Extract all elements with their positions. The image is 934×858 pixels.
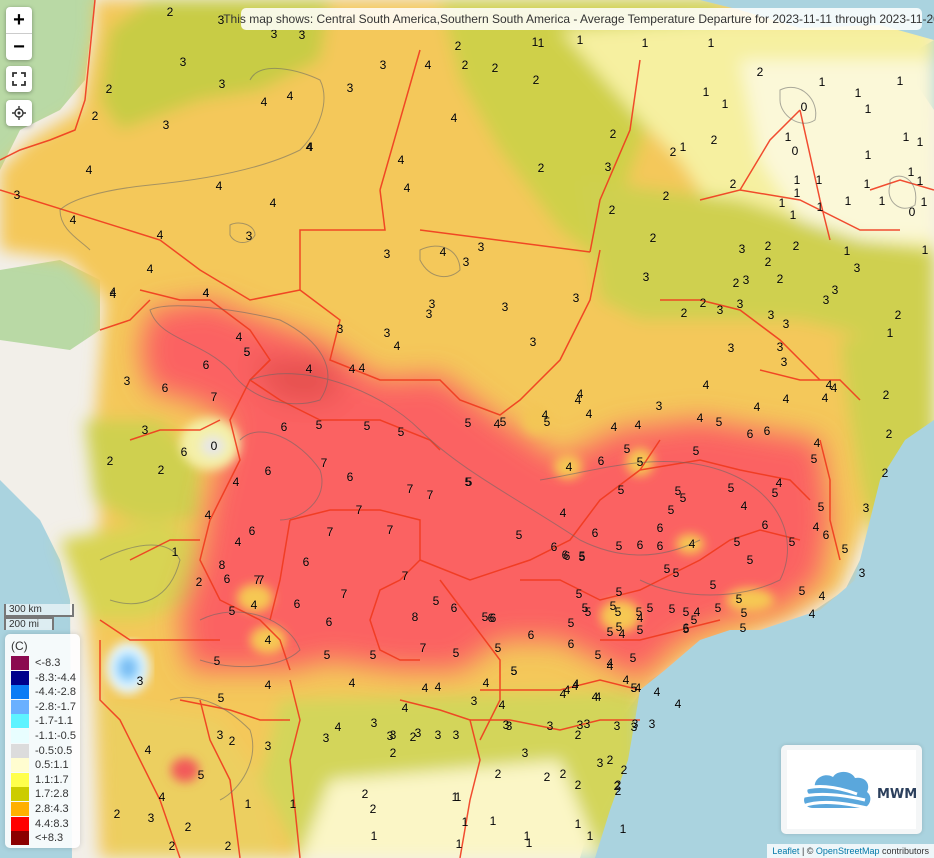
legend-swatch <box>11 772 29 787</box>
legend-item: -2.8:-1.7 <box>11 699 76 714</box>
mwm-logo: MWM <box>787 750 918 829</box>
legend-item: -1.1:-0.5 <box>11 729 76 743</box>
locate-icon <box>12 106 26 120</box>
legend-item: 1.7:2.8 <box>11 787 69 802</box>
scale-km: 300 km <box>4 604 74 617</box>
legend-item: <+8.3 <box>11 831 64 846</box>
legend-label: -8.3:-4.4 <box>35 671 76 684</box>
logo-text: MWM <box>877 787 918 802</box>
legend-label: 2.8:4.3 <box>35 803 69 815</box>
legend-swatch <box>11 670 29 685</box>
cloud-waves-icon <box>796 771 871 810</box>
legend-item: 1.1:1.7 <box>11 772 69 787</box>
scale-mi: 200 mi <box>4 617 54 630</box>
legend-label: -1.1:-0.5 <box>35 730 76 742</box>
legend-swatch <box>11 699 29 714</box>
legend-swatch <box>11 714 29 729</box>
legend-label: 4.4:8.3 <box>35 817 69 830</box>
legend-item: -0.5:0.5 <box>11 743 73 758</box>
legend-swatch <box>11 787 29 802</box>
leaflet-link[interactable]: Leaflet <box>772 846 800 856</box>
legend-swatch <box>11 685 29 700</box>
legend-item: 0.5:1.1 <box>11 758 69 773</box>
legend-swatch <box>11 656 29 670</box>
legend-label: -4.4:-2.8 <box>35 686 76 699</box>
legend-swatch <box>11 729 29 743</box>
legend-swatch <box>11 743 29 758</box>
legend-swatch <box>11 816 29 831</box>
legend-label: -2.8:-1.7 <box>35 700 76 713</box>
legend-item: 2.8:4.3 <box>11 802 69 816</box>
attribution-separator: | © <box>799 846 816 856</box>
zoom-in-button[interactable]: + <box>13 8 25 31</box>
legend-item: <-8.3 <box>11 656 60 670</box>
legend-swatch <box>11 831 29 846</box>
legend-item: -8.3:-4.4 <box>11 670 76 685</box>
map-title: This map shows: Central South America,So… <box>223 8 934 30</box>
zoom-control: + − <box>6 7 32 60</box>
legend-label: 0.5:1.1 <box>35 759 69 772</box>
legend-label: <-8.3 <box>35 657 61 669</box>
legend-label: -1.7-1.1 <box>35 715 73 728</box>
legend-label: -0.5:0.5 <box>35 744 73 757</box>
zoom-out-button[interactable]: − <box>6 33 32 60</box>
scale-bar: 300 km 200 mi <box>4 604 74 630</box>
legend-item: -1.7-1.1 <box>11 714 73 729</box>
osm-link[interactable]: OpenStreetMap <box>815 846 880 856</box>
legend-label: <+8.3 <box>35 832 64 845</box>
legend-unit: (C) <box>11 639 28 653</box>
attribution: Leaflet | © OpenStreetMap contributors <box>767 844 934 858</box>
legend-label: 1.7:2.8 <box>35 788 69 801</box>
fullscreen-icon <box>12 72 26 86</box>
legend-label: 1.1:1.7 <box>35 773 69 786</box>
legend-item: 4.4:8.3 <box>11 816 69 831</box>
fullscreen-button[interactable] <box>6 66 32 92</box>
attribution-contributors: contributors <box>879 846 929 856</box>
locate-button[interactable] <box>6 100 32 126</box>
legend-swatch <box>11 802 29 816</box>
legend: (C) <-8.3 -8.3:-4.4 -4.4:-2.8 -2.8:-1.7 -1.7… <box>5 634 80 848</box>
mwm-logo-panel: MWM <box>781 745 922 834</box>
legend-item: -4.4:-2.8 <box>11 685 76 700</box>
legend-swatch <box>11 758 29 773</box>
